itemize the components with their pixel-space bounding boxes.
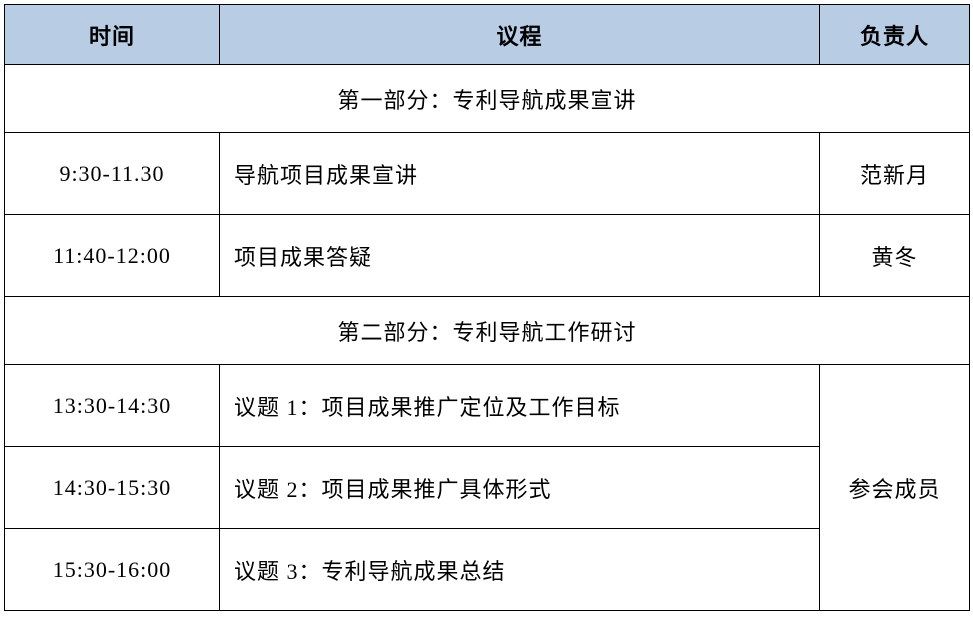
header-person: 负责人 (820, 5, 970, 65)
section-2-title: 第二部分：专利导航工作研讨 (5, 297, 970, 365)
header-time: 时间 (5, 5, 220, 65)
section-1-title: 第一部分：专利导航成果宣讲 (5, 65, 970, 133)
cell-agenda: 议题 3：专利导航成果总结 (220, 529, 820, 611)
cell-agenda: 项目成果答疑 (220, 215, 820, 297)
cell-time: 13:30-14:30 (5, 365, 220, 447)
cell-person: 范新月 (820, 133, 970, 215)
cell-agenda: 议题 2：项目成果推广具体形式 (220, 447, 820, 529)
cell-time: 14:30-15:30 (5, 447, 220, 529)
table-row: 9:30-11.30 导航项目成果宣讲 范新月 (5, 133, 970, 215)
schedule-table: 时间 议程 负责人 第一部分：专利导航成果宣讲 9:30-11.30 导航项目成… (4, 4, 970, 611)
section-2-title-row: 第二部分：专利导航工作研讨 (5, 297, 970, 365)
table-row: 11:40-12:00 项目成果答疑 黄冬 (5, 215, 970, 297)
cell-person: 黄冬 (820, 215, 970, 297)
cell-person-merged: 参会成员 (820, 365, 970, 611)
cell-time: 11:40-12:00 (5, 215, 220, 297)
section-1-title-row: 第一部分：专利导航成果宣讲 (5, 65, 970, 133)
header-agenda: 议程 (220, 5, 820, 65)
table-header-row: 时间 议程 负责人 (5, 5, 970, 65)
table-row: 13:30-14:30 议题 1：项目成果推广定位及工作目标 参会成员 (5, 365, 970, 447)
cell-agenda: 议题 1：项目成果推广定位及工作目标 (220, 365, 820, 447)
cell-agenda: 导航项目成果宣讲 (220, 133, 820, 215)
cell-time: 9:30-11.30 (5, 133, 220, 215)
cell-time: 15:30-16:00 (5, 529, 220, 611)
